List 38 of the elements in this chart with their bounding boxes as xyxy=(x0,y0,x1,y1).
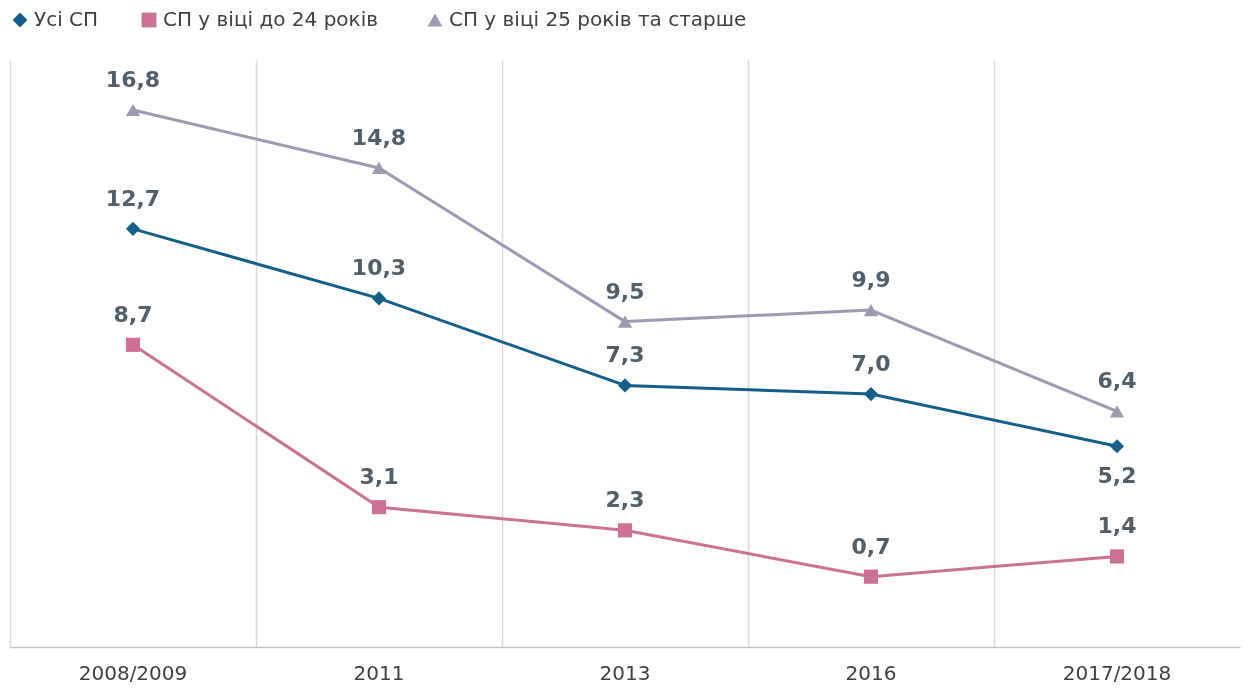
data-label: 5,2 xyxy=(1097,463,1137,489)
point xyxy=(371,291,387,306)
data-label: 9,5 xyxy=(605,278,645,304)
x-tick-label: 2013 xyxy=(599,660,651,685)
data-label: 6,4 xyxy=(1097,368,1137,394)
point xyxy=(125,103,141,117)
data-label: 16,8 xyxy=(105,67,161,92)
x-tick-label: 2011 xyxy=(353,660,405,685)
data-label: 9,9 xyxy=(851,267,891,293)
data-label: 10,3 xyxy=(351,255,407,281)
point xyxy=(125,337,141,352)
point xyxy=(125,221,141,236)
point xyxy=(371,500,387,515)
x-tick-label: 2016 xyxy=(845,660,897,685)
point xyxy=(863,303,879,317)
data-label: 0,7 xyxy=(851,533,891,559)
data-label: 7,0 xyxy=(851,351,891,377)
data-label: 7,3 xyxy=(605,342,645,368)
point xyxy=(617,315,633,328)
data-label: 3,1 xyxy=(359,464,399,490)
point xyxy=(371,161,387,175)
point xyxy=(1109,405,1125,418)
point xyxy=(617,378,633,393)
x-tick-label: 2008/2009 xyxy=(78,660,188,685)
legend-label: СП у віці до 24 років xyxy=(163,7,379,31)
data-label: 14,8 xyxy=(351,124,407,150)
point xyxy=(863,387,879,402)
point xyxy=(1109,439,1125,454)
x-tick-label: 2017/2018 xyxy=(1062,660,1172,685)
legend-label: СП у віці 25 років та старше xyxy=(449,7,747,31)
point xyxy=(617,523,633,538)
data-label: 2,3 xyxy=(605,487,645,513)
point xyxy=(863,569,879,584)
data-label: 8,7 xyxy=(113,301,153,327)
data-label: 1,4 xyxy=(1097,513,1137,539)
data-label: 12,7 xyxy=(105,185,161,211)
point xyxy=(1109,549,1125,564)
legend-label: Усі СП xyxy=(34,7,99,31)
